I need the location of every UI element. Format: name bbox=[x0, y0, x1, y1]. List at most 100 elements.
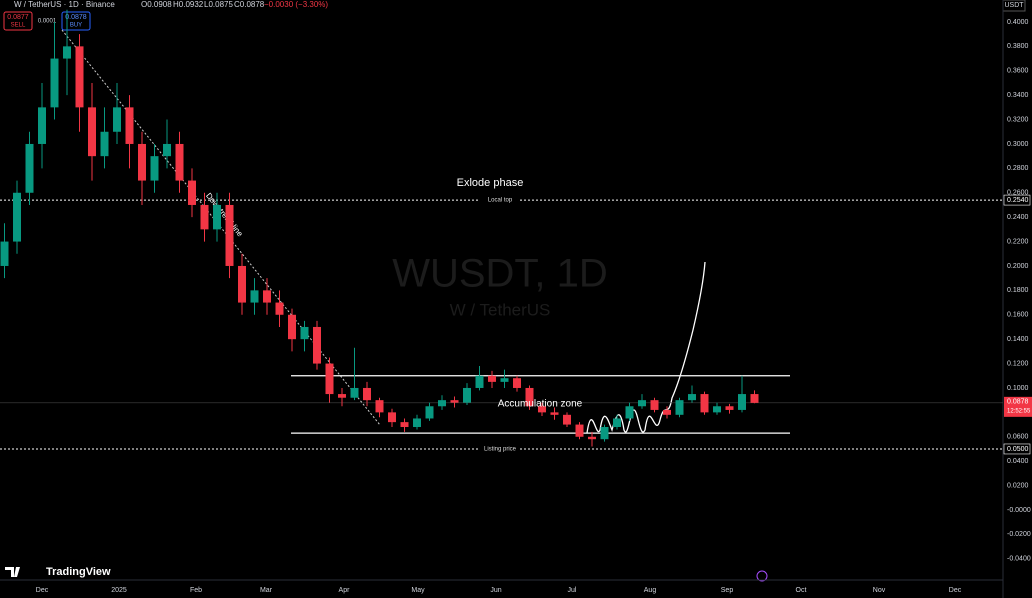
candle-body bbox=[688, 394, 696, 401]
candle-body bbox=[700, 394, 709, 413]
candle-body bbox=[600, 427, 609, 440]
projection-sketch bbox=[586, 261, 706, 434]
y-tick-label: 0.0400 bbox=[1007, 458, 1029, 465]
candle-body bbox=[263, 290, 271, 303]
candle-body bbox=[738, 394, 746, 410]
sell-button[interactable] bbox=[3, 11, 33, 31]
candle-body bbox=[125, 107, 134, 144]
candle-body bbox=[625, 406, 634, 419]
candle-body bbox=[175, 143, 184, 181]
x-tick-label: Dec bbox=[36, 587, 49, 594]
candle-body bbox=[0, 241, 9, 266]
candle-body bbox=[388, 412, 396, 423]
x-tick-label: Aug bbox=[644, 587, 657, 594]
y-tick-label: 0.1400 bbox=[1007, 336, 1029, 343]
x-tick-label: Mar bbox=[260, 587, 273, 594]
phase-label: Exlode phase bbox=[457, 177, 524, 189]
y-tick-label: 0.3400 bbox=[1007, 92, 1029, 99]
candle-body bbox=[325, 363, 334, 395]
level-price: 0.2540 bbox=[1007, 197, 1029, 204]
zone-title: Accumulation zone bbox=[498, 398, 583, 409]
candle-body bbox=[375, 400, 384, 413]
x-tick-label: Nov bbox=[873, 587, 886, 594]
candle-body bbox=[425, 406, 434, 419]
buy-button[interactable] bbox=[61, 11, 91, 31]
y-tick-label: 0.3200 bbox=[1007, 116, 1029, 123]
event-icon[interactable] bbox=[756, 570, 768, 582]
candle-body bbox=[588, 436, 596, 440]
current-price: 0.0878 bbox=[1007, 399, 1029, 406]
candle-body bbox=[250, 290, 259, 303]
ohlc-open: O0.0908 bbox=[141, 0, 172, 9]
candle-body bbox=[300, 326, 309, 340]
level-price: 0.0500 bbox=[1007, 446, 1029, 453]
candle-body bbox=[338, 394, 346, 398]
candle-body bbox=[350, 387, 359, 398]
y-tick-label: 0.2800 bbox=[1007, 165, 1029, 172]
y-tick-label: 0.1000 bbox=[1007, 385, 1029, 392]
y-tick-label: 0.1800 bbox=[1007, 287, 1029, 294]
level-note: Local top bbox=[488, 198, 513, 204]
candle-body bbox=[75, 46, 84, 108]
level-note: Listing price bbox=[484, 447, 517, 453]
candle-body bbox=[363, 387, 371, 401]
candle-body bbox=[275, 302, 284, 315]
y-tick-label: 0.1600 bbox=[1007, 312, 1029, 319]
ohlc-low: L0.0875 bbox=[204, 0, 233, 9]
candle-body bbox=[50, 58, 59, 108]
candle-body bbox=[575, 424, 584, 437]
x-tick-label: May bbox=[411, 587, 425, 594]
x-tick-label: Sep bbox=[721, 587, 734, 594]
candle-body bbox=[450, 400, 459, 403]
currency[interactable]: USDT bbox=[1004, 2, 1024, 9]
candle-body bbox=[538, 406, 546, 413]
buy-price[interactable]: 0.0878 bbox=[65, 14, 87, 21]
candle-body bbox=[750, 394, 759, 403]
buy-label[interactable]: BUY bbox=[70, 23, 82, 29]
candle-body bbox=[550, 412, 559, 415]
candle-body bbox=[463, 387, 471, 403]
candle-body bbox=[675, 400, 684, 415]
brand-logo bbox=[5, 567, 20, 577]
candle-body bbox=[513, 378, 521, 388]
level-note-bg bbox=[480, 444, 520, 453]
y-tick-label: 0.3800 bbox=[1007, 43, 1029, 50]
trend-label: Downtrend line bbox=[204, 191, 245, 239]
candle-body bbox=[400, 422, 409, 428]
y-tick-label: 0.0600 bbox=[1007, 434, 1029, 441]
candle-body bbox=[13, 192, 21, 242]
ohlc-high: H0.0932 bbox=[173, 0, 204, 9]
y-tick-label: 0.3000 bbox=[1007, 141, 1029, 148]
x-tick-label: Jul bbox=[568, 587, 577, 594]
y-tick-label: 0.2200 bbox=[1007, 238, 1029, 245]
x-tick-label: Oct bbox=[796, 587, 807, 594]
x-tick-label: Feb bbox=[190, 587, 202, 594]
sell-label[interactable]: SELL bbox=[11, 23, 26, 29]
candle-body bbox=[613, 418, 621, 428]
x-tick-label: Jun bbox=[490, 587, 501, 594]
spread: 0.0001 bbox=[38, 19, 57, 25]
candle-body bbox=[238, 265, 246, 303]
x-tick-label: Dec bbox=[949, 587, 962, 594]
candle-body bbox=[150, 156, 159, 181]
candle-body bbox=[713, 406, 721, 413]
ohlc-change: −0.0030 (−3.30%) bbox=[264, 0, 328, 9]
y-tick-label: -0.0000 bbox=[1007, 507, 1031, 514]
sell-price[interactable]: 0.0877 bbox=[7, 14, 29, 21]
candle-body bbox=[225, 204, 234, 266]
level-note-bg bbox=[480, 196, 520, 205]
candle-body bbox=[663, 409, 671, 415]
candle-body bbox=[725, 406, 734, 410]
watermark-title: WUSDT, 1D bbox=[392, 252, 608, 296]
candle-body bbox=[163, 143, 171, 157]
candle-body bbox=[313, 326, 321, 364]
y-tick-label: -0.0200 bbox=[1007, 531, 1031, 538]
candle-body bbox=[438, 400, 446, 407]
brand: TradingView bbox=[46, 566, 111, 578]
candle-body bbox=[288, 314, 296, 340]
level-tag bbox=[1003, 443, 1031, 455]
symbol: W / TetherUS · 1D · Binance bbox=[14, 0, 115, 9]
level-tag bbox=[1003, 194, 1031, 206]
